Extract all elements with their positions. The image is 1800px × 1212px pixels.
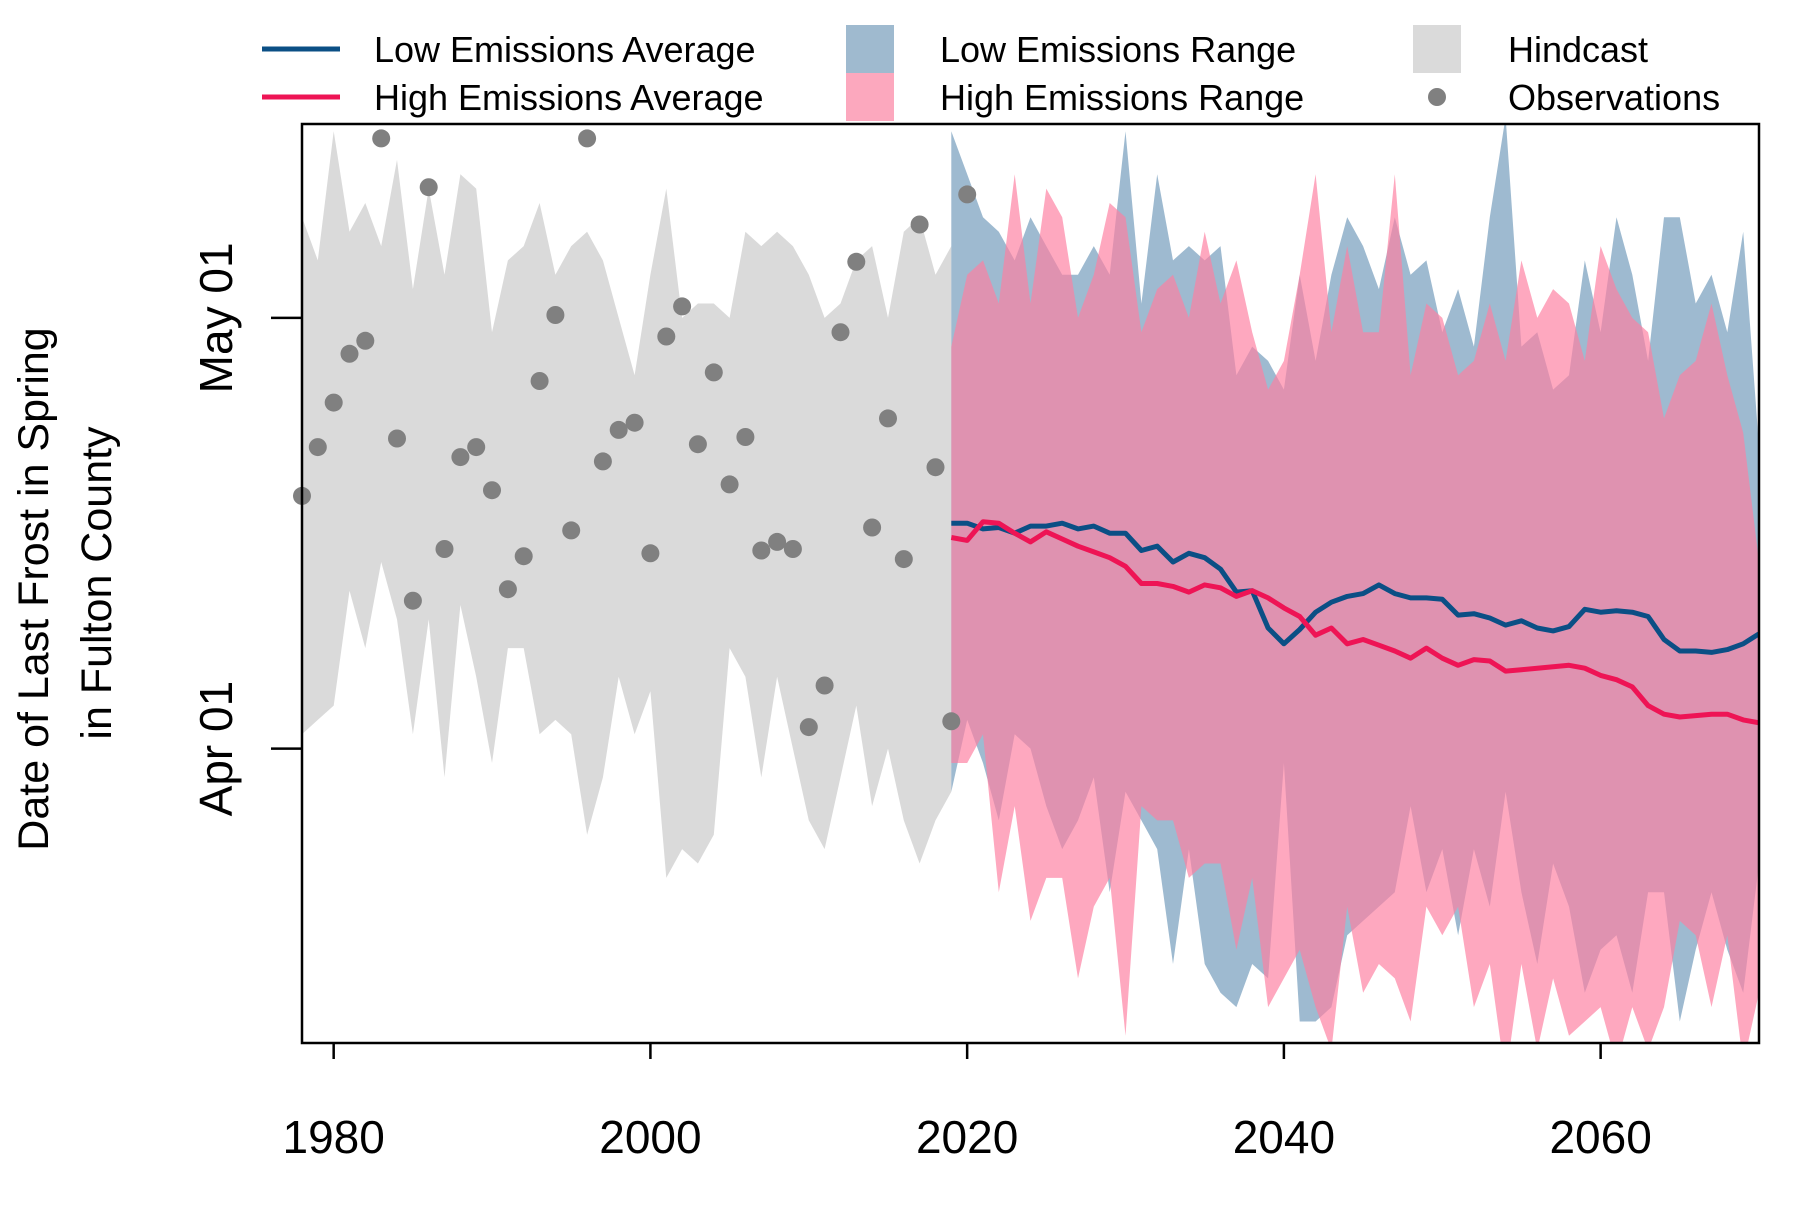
y-axis: Apr 01 May 01 <box>190 242 302 816</box>
observation-point <box>752 541 771 560</box>
legend-observations: Observations <box>1428 77 1720 118</box>
legend-high-emissions-average: High Emissions Average <box>262 77 764 118</box>
y-axis-title-line-2: in Fulton County <box>73 426 121 740</box>
legend-label: Low Emissions Average <box>374 29 756 70</box>
observation-point <box>926 458 945 477</box>
x-tick-label: 2040 <box>1233 1111 1335 1163</box>
observation-point <box>863 518 882 537</box>
observation-point <box>625 413 644 432</box>
observation-point <box>435 540 454 558</box>
observation-point <box>831 323 850 342</box>
x-tick-label: 2000 <box>599 1111 701 1163</box>
high-emissions-average-line <box>950 519 1759 726</box>
observations-layer <box>293 129 977 737</box>
observation-point <box>942 712 961 731</box>
observation-point <box>324 393 343 412</box>
observation-point <box>609 420 628 439</box>
observation-point <box>530 372 549 390</box>
legend-box-swatch <box>846 25 894 73</box>
observation-point <box>894 550 913 569</box>
averages-layer <box>950 519 1759 726</box>
observation-point <box>340 344 359 363</box>
observation-point <box>356 331 375 350</box>
observation-point <box>958 185 977 204</box>
observation-point <box>847 252 866 271</box>
observation-point <box>720 475 739 494</box>
legend-label: Hindcast <box>1508 29 1648 70</box>
plot-frame <box>300 122 1761 1045</box>
legend-low-emissions-average: Low Emissions Average <box>262 29 756 70</box>
legend-label: High Emissions Range <box>940 77 1304 118</box>
x-tick-label: 2020 <box>916 1111 1018 1163</box>
y-axis-title: Date of Last Frost in Spring in Fulton C… <box>10 315 121 850</box>
legend-label: Observations <box>1508 77 1720 118</box>
observation-point <box>483 481 501 500</box>
observation-point <box>783 540 802 558</box>
observation-point <box>388 429 406 448</box>
legend-box-swatch <box>846 73 894 121</box>
legend-hindcast: Hindcast <box>1413 25 1648 73</box>
observation-point <box>467 438 486 457</box>
legend-label: Low Emissions Range <box>940 29 1296 70</box>
observation-point <box>498 580 517 599</box>
observation-point <box>372 129 391 148</box>
high-emissions-range-area <box>951 174 1759 1043</box>
observation-point <box>799 718 818 737</box>
x-tick-label: 2060 <box>1549 1111 1651 1163</box>
legend-label: High Emissions Average <box>374 77 764 118</box>
hindcast-layer <box>302 131 952 878</box>
x-axis: 1980 2000 2020 2040 2060 <box>283 1043 1652 1163</box>
observation-point <box>879 409 897 428</box>
observation-point <box>578 129 597 148</box>
legend-low-emissions-range: Low Emissions Range <box>846 25 1296 73</box>
y-axis-title-line-1: Date of Last Frost in Spring <box>10 327 58 850</box>
observation-point <box>451 448 470 467</box>
observation-point <box>562 521 581 540</box>
legend-point-swatch <box>1428 88 1446 106</box>
low-emissions-average-line <box>951 520 1759 655</box>
observation-point <box>815 676 834 695</box>
observation-point <box>657 327 676 346</box>
y-tick-label: May 01 <box>190 242 242 393</box>
observation-point <box>673 297 692 316</box>
observation-point <box>419 178 438 197</box>
observation-point <box>593 452 612 471</box>
projection-range-layer <box>951 124 1759 1043</box>
legend-high-emissions-range: High Emissions Range <box>846 73 1304 121</box>
hindcast-range-area <box>302 131 952 878</box>
observation-point <box>768 532 787 551</box>
observation-point <box>546 306 565 324</box>
observation-point <box>704 363 723 382</box>
observation-point <box>641 544 660 563</box>
x-tick-label: 1980 <box>283 1111 385 1163</box>
y-tick-label: Apr 01 <box>190 681 242 817</box>
observation-point <box>910 215 929 234</box>
observation-point <box>308 438 327 457</box>
observation-point <box>514 547 533 566</box>
legend-box-swatch <box>1413 25 1461 73</box>
observation-point <box>403 591 422 610</box>
observation-point <box>736 428 755 446</box>
legend: Low Emissions Average High Emissions Aver… <box>262 25 1720 121</box>
observation-point <box>688 435 707 454</box>
